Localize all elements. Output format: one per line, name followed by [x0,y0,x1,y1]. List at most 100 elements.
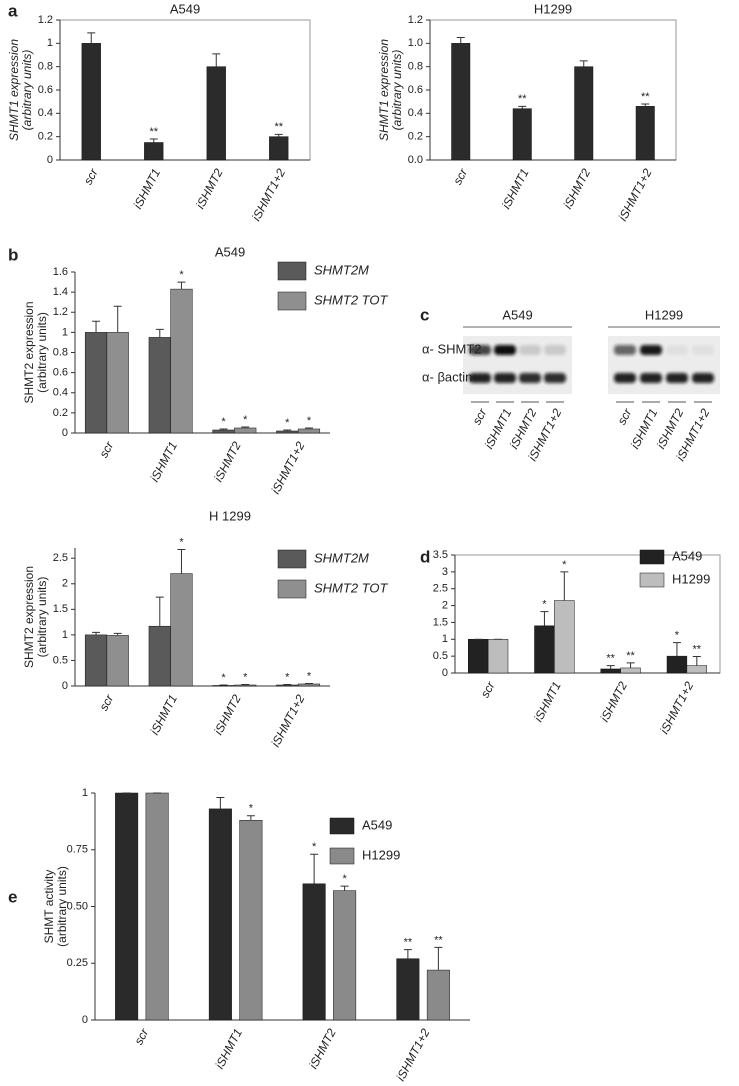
blot-band [640,373,662,383]
chart-title: A549 [215,244,245,259]
significance-label: * [243,414,248,426]
y-tick-label: 1 [62,629,68,641]
bar [170,288,193,434]
bar [239,819,263,1021]
y-tick-label: 0 [47,154,53,166]
chart-title: H 1299 [209,508,251,523]
panel-letter: b [8,245,18,264]
significance-label: ** [149,126,158,138]
x-tick-label: iSHMT1 [130,166,163,211]
error-bar [518,105,527,109]
bar [333,890,357,1021]
significance-label: ** [606,652,615,664]
error-bar [434,946,443,971]
legend-label: SHMT2 TOT [314,292,388,307]
y-axis-label: SHMT2 expression [22,301,36,403]
y-tick-label: 2.5 [433,583,448,595]
blot-band [519,373,541,383]
y-tick-label: 0.2 [53,407,68,419]
significance-label: * [307,415,312,427]
y-tick-label: 0.4 [38,107,53,119]
y-tick-label: 0.8 [408,61,423,73]
bar [512,108,532,161]
significance-label: * [342,873,347,885]
blot-band [692,345,714,355]
bar [276,430,299,434]
x-tick-label: iSHMT1+2 [657,679,696,736]
legend-swatch [277,261,307,281]
significance-label: ** [434,934,443,946]
y-tick-label: 1.5 [53,603,68,615]
legend-label: SHMT2M [314,550,369,565]
y-tick-label: 1.2 [408,14,423,26]
x-tick-label: iSHMT1+2 [393,1026,432,1083]
bar [148,625,171,687]
significance-label: * [307,670,312,682]
bar [269,136,289,161]
x-tick-label: scr [131,1025,151,1047]
bar [600,668,621,674]
significance-label: ** [518,93,527,105]
bar [620,667,641,674]
blot-group-label: A549 [502,307,532,322]
y-tick-label: 3.5 [433,549,448,561]
error-bar [283,683,292,685]
y-tick-label: 0.6 [53,367,68,379]
y-tick-label: 0.6 [38,84,53,96]
x-tick-label: iSHMT1+2 [268,692,307,749]
y-tick-label: 0.75 [67,844,88,856]
blot-band [469,345,491,355]
x-tick-label: iSHMT1 [499,166,532,211]
bar [170,573,193,687]
error-bar [155,596,164,627]
y-tick-label: 0.2 [38,131,53,143]
panel-letter: a [8,1,18,20]
y-tick-label: 2 [442,599,448,611]
error-bar [92,631,101,635]
error-bar [216,797,225,809]
blot-band [640,345,662,355]
significance-label: * [675,630,680,642]
blot-band [614,373,636,383]
y-axis-label: SHMT2 expression [22,566,36,668]
legend-swatch [639,572,665,588]
legend-swatch [329,817,355,835]
blot-band [666,373,688,383]
legend-swatch [277,579,307,599]
y-axis-label: (arbitrary units) [20,50,34,131]
y-tick-label: 0.8 [53,346,68,358]
y-tick-label: 0.8 [38,61,53,73]
error-bar [403,949,412,959]
error-bar [177,281,186,290]
blot-background [608,336,720,394]
bar [234,684,257,687]
legend-label: SHMT2 TOT [314,580,388,595]
legend-label: H1299 [362,847,400,862]
error-bar [560,571,569,601]
x-tick-label: iSHMT1+2 [616,166,655,223]
blot-band [666,345,688,355]
y-tick-label: 1 [47,37,53,49]
bar [106,332,129,434]
error-bar [692,655,701,666]
significance-label: * [221,416,226,428]
y-tick-label: 0 [82,1014,88,1026]
significance-label: * [285,417,290,429]
significance-label: * [179,269,184,281]
error-bar [626,662,635,668]
y-tick-label: 0.4 [53,387,68,399]
bar [84,634,108,687]
y-tick-label: 0.0 [408,154,423,166]
x-tick-label: scr [450,165,470,187]
y-tick-label: 0.4 [408,107,423,119]
blot-row-label: α- βactin [422,369,472,384]
y-tick-label: 1 [82,787,88,799]
lane-label: scr [470,405,490,427]
legend-label: A549 [672,548,702,563]
y-axis-label: (arbitrary units) [55,866,69,947]
bar [145,792,169,1021]
y-tick-label: 0 [62,680,68,692]
bar [426,969,450,1021]
legend-label: H1299 [672,571,710,586]
error-bar [241,683,250,685]
